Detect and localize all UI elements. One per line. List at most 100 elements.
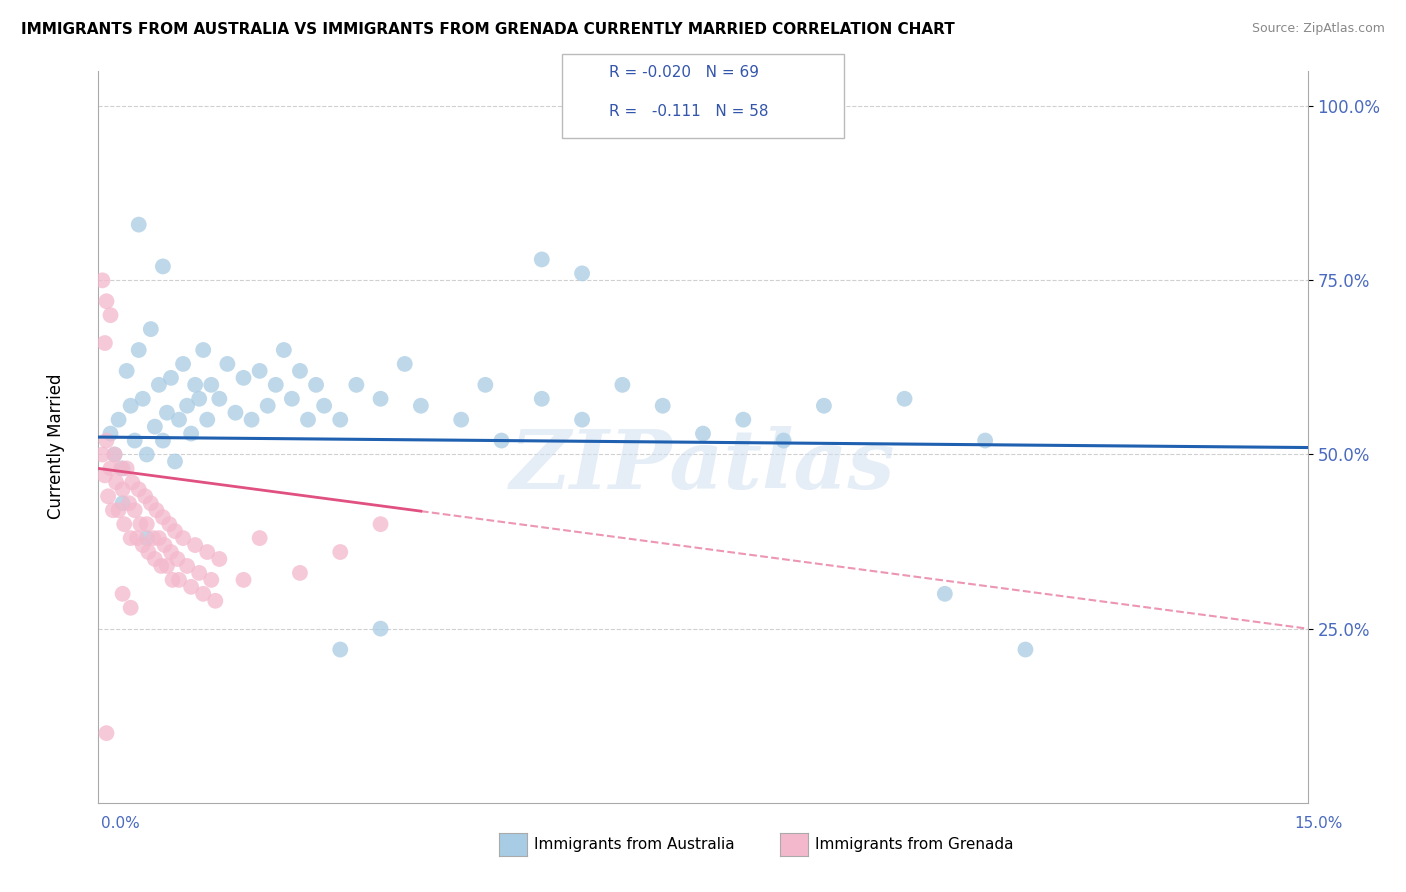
Point [128,218,150,232]
Point [148,531,170,545]
Point [249,364,271,378]
Point [107,503,129,517]
Point [105,475,128,490]
Point [128,343,150,357]
Point [893,392,915,406]
Point [134,489,156,503]
Point [157,517,180,532]
Point [651,399,673,413]
Point [111,483,134,497]
Point [204,594,226,608]
Point [138,545,160,559]
Point [180,426,202,441]
Point [143,419,166,434]
Text: R =   -0.111   N = 58: R = -0.111 N = 58 [609,104,768,120]
Point [195,545,218,559]
Point [195,412,218,426]
Point [103,448,125,462]
Point [188,566,211,580]
Text: Immigrants from Australia: Immigrants from Australia [534,838,735,852]
Point [180,580,202,594]
Point [329,642,352,657]
Text: 0.0%: 0.0% [101,816,141,831]
Point [172,531,194,545]
Point [491,434,513,448]
Point [111,461,134,475]
Point [152,510,174,524]
Point [167,573,190,587]
Point [120,399,142,413]
Point [91,273,114,287]
Point [163,454,186,468]
Text: R = -0.020   N = 69: R = -0.020 N = 69 [609,65,759,80]
Point [160,545,183,559]
Point [200,377,222,392]
Point [156,558,179,573]
Point [344,377,367,392]
Point [135,517,157,532]
Point [150,558,173,573]
Point [217,357,239,371]
Point [120,531,142,545]
Point [571,266,593,280]
Point [145,503,167,517]
Point [329,412,352,426]
Point [129,517,152,532]
Point [156,406,179,420]
Point [135,448,157,462]
Point [612,377,634,392]
Point [143,552,166,566]
Point [111,496,134,510]
Point [530,252,553,267]
Point [184,538,207,552]
Point [813,399,835,413]
Point [94,468,117,483]
Point [172,357,194,371]
Point [249,531,271,545]
Point [193,343,215,357]
Point [264,377,287,392]
Point [370,622,392,636]
Point [184,377,207,392]
Point [97,489,120,503]
Point [162,573,184,587]
Point [409,399,432,413]
Point [166,552,188,566]
Point [193,587,215,601]
Point [139,496,162,510]
Point [232,573,254,587]
Point [115,461,138,475]
Point [121,475,143,490]
Point [110,461,132,475]
Point [152,260,174,274]
Point [530,392,553,406]
Point [232,371,254,385]
Point [132,392,155,406]
Point [94,336,117,351]
Point [111,587,134,601]
Point [288,364,311,378]
Point [256,399,278,413]
Point [100,426,122,441]
Point [120,600,142,615]
Point [115,364,138,378]
Text: Currently Married: Currently Married [48,373,65,519]
Text: ZIPatlas: ZIPatlas [510,426,896,507]
Point [474,377,496,392]
Point [176,558,198,573]
Point [101,503,124,517]
Point [1014,642,1036,657]
Point [100,461,122,475]
Text: IMMIGRANTS FROM AUSTRALIA VS IMMIGRANTS FROM GRENADA CURRENTLY MARRIED CORRELATI: IMMIGRANTS FROM AUSTRALIA VS IMMIGRANTS … [21,22,955,37]
Point [96,434,118,448]
Point [305,377,328,392]
Point [288,566,311,580]
Point [124,434,146,448]
Point [132,538,155,552]
Point [139,322,162,336]
Point [135,531,157,545]
Point [127,531,149,545]
Point [733,412,755,426]
Point [160,371,183,385]
Point [188,392,211,406]
